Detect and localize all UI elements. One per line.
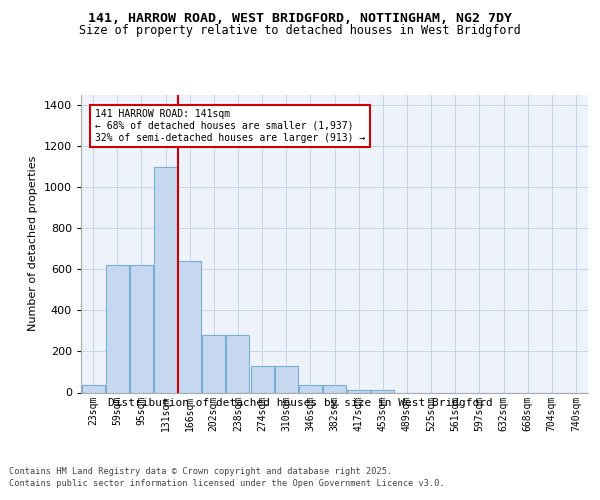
Bar xyxy=(299,386,322,392)
Bar xyxy=(106,266,128,392)
Bar xyxy=(323,386,346,392)
Text: Contains public sector information licensed under the Open Government Licence v3: Contains public sector information licen… xyxy=(9,478,445,488)
Bar xyxy=(82,386,104,392)
Y-axis label: Number of detached properties: Number of detached properties xyxy=(28,156,38,332)
Text: Size of property relative to detached houses in West Bridgford: Size of property relative to detached ho… xyxy=(79,24,521,37)
Bar xyxy=(347,390,370,392)
Bar xyxy=(275,366,298,392)
Bar xyxy=(371,390,394,392)
Text: 141 HARROW ROAD: 141sqm
← 68% of detached houses are smaller (1,937)
32% of semi: 141 HARROW ROAD: 141sqm ← 68% of detache… xyxy=(95,110,365,142)
Text: Distribution of detached houses by size in West Bridgford: Distribution of detached houses by size … xyxy=(107,398,493,407)
Bar xyxy=(178,261,201,392)
Bar xyxy=(154,167,177,392)
Text: 141, HARROW ROAD, WEST BRIDGFORD, NOTTINGHAM, NG2 7DY: 141, HARROW ROAD, WEST BRIDGFORD, NOTTIN… xyxy=(88,12,512,26)
Bar xyxy=(202,335,225,392)
Bar xyxy=(226,335,250,392)
Text: Contains HM Land Registry data © Crown copyright and database right 2025.: Contains HM Land Registry data © Crown c… xyxy=(9,468,392,476)
Bar xyxy=(251,366,274,392)
Bar xyxy=(130,266,153,392)
